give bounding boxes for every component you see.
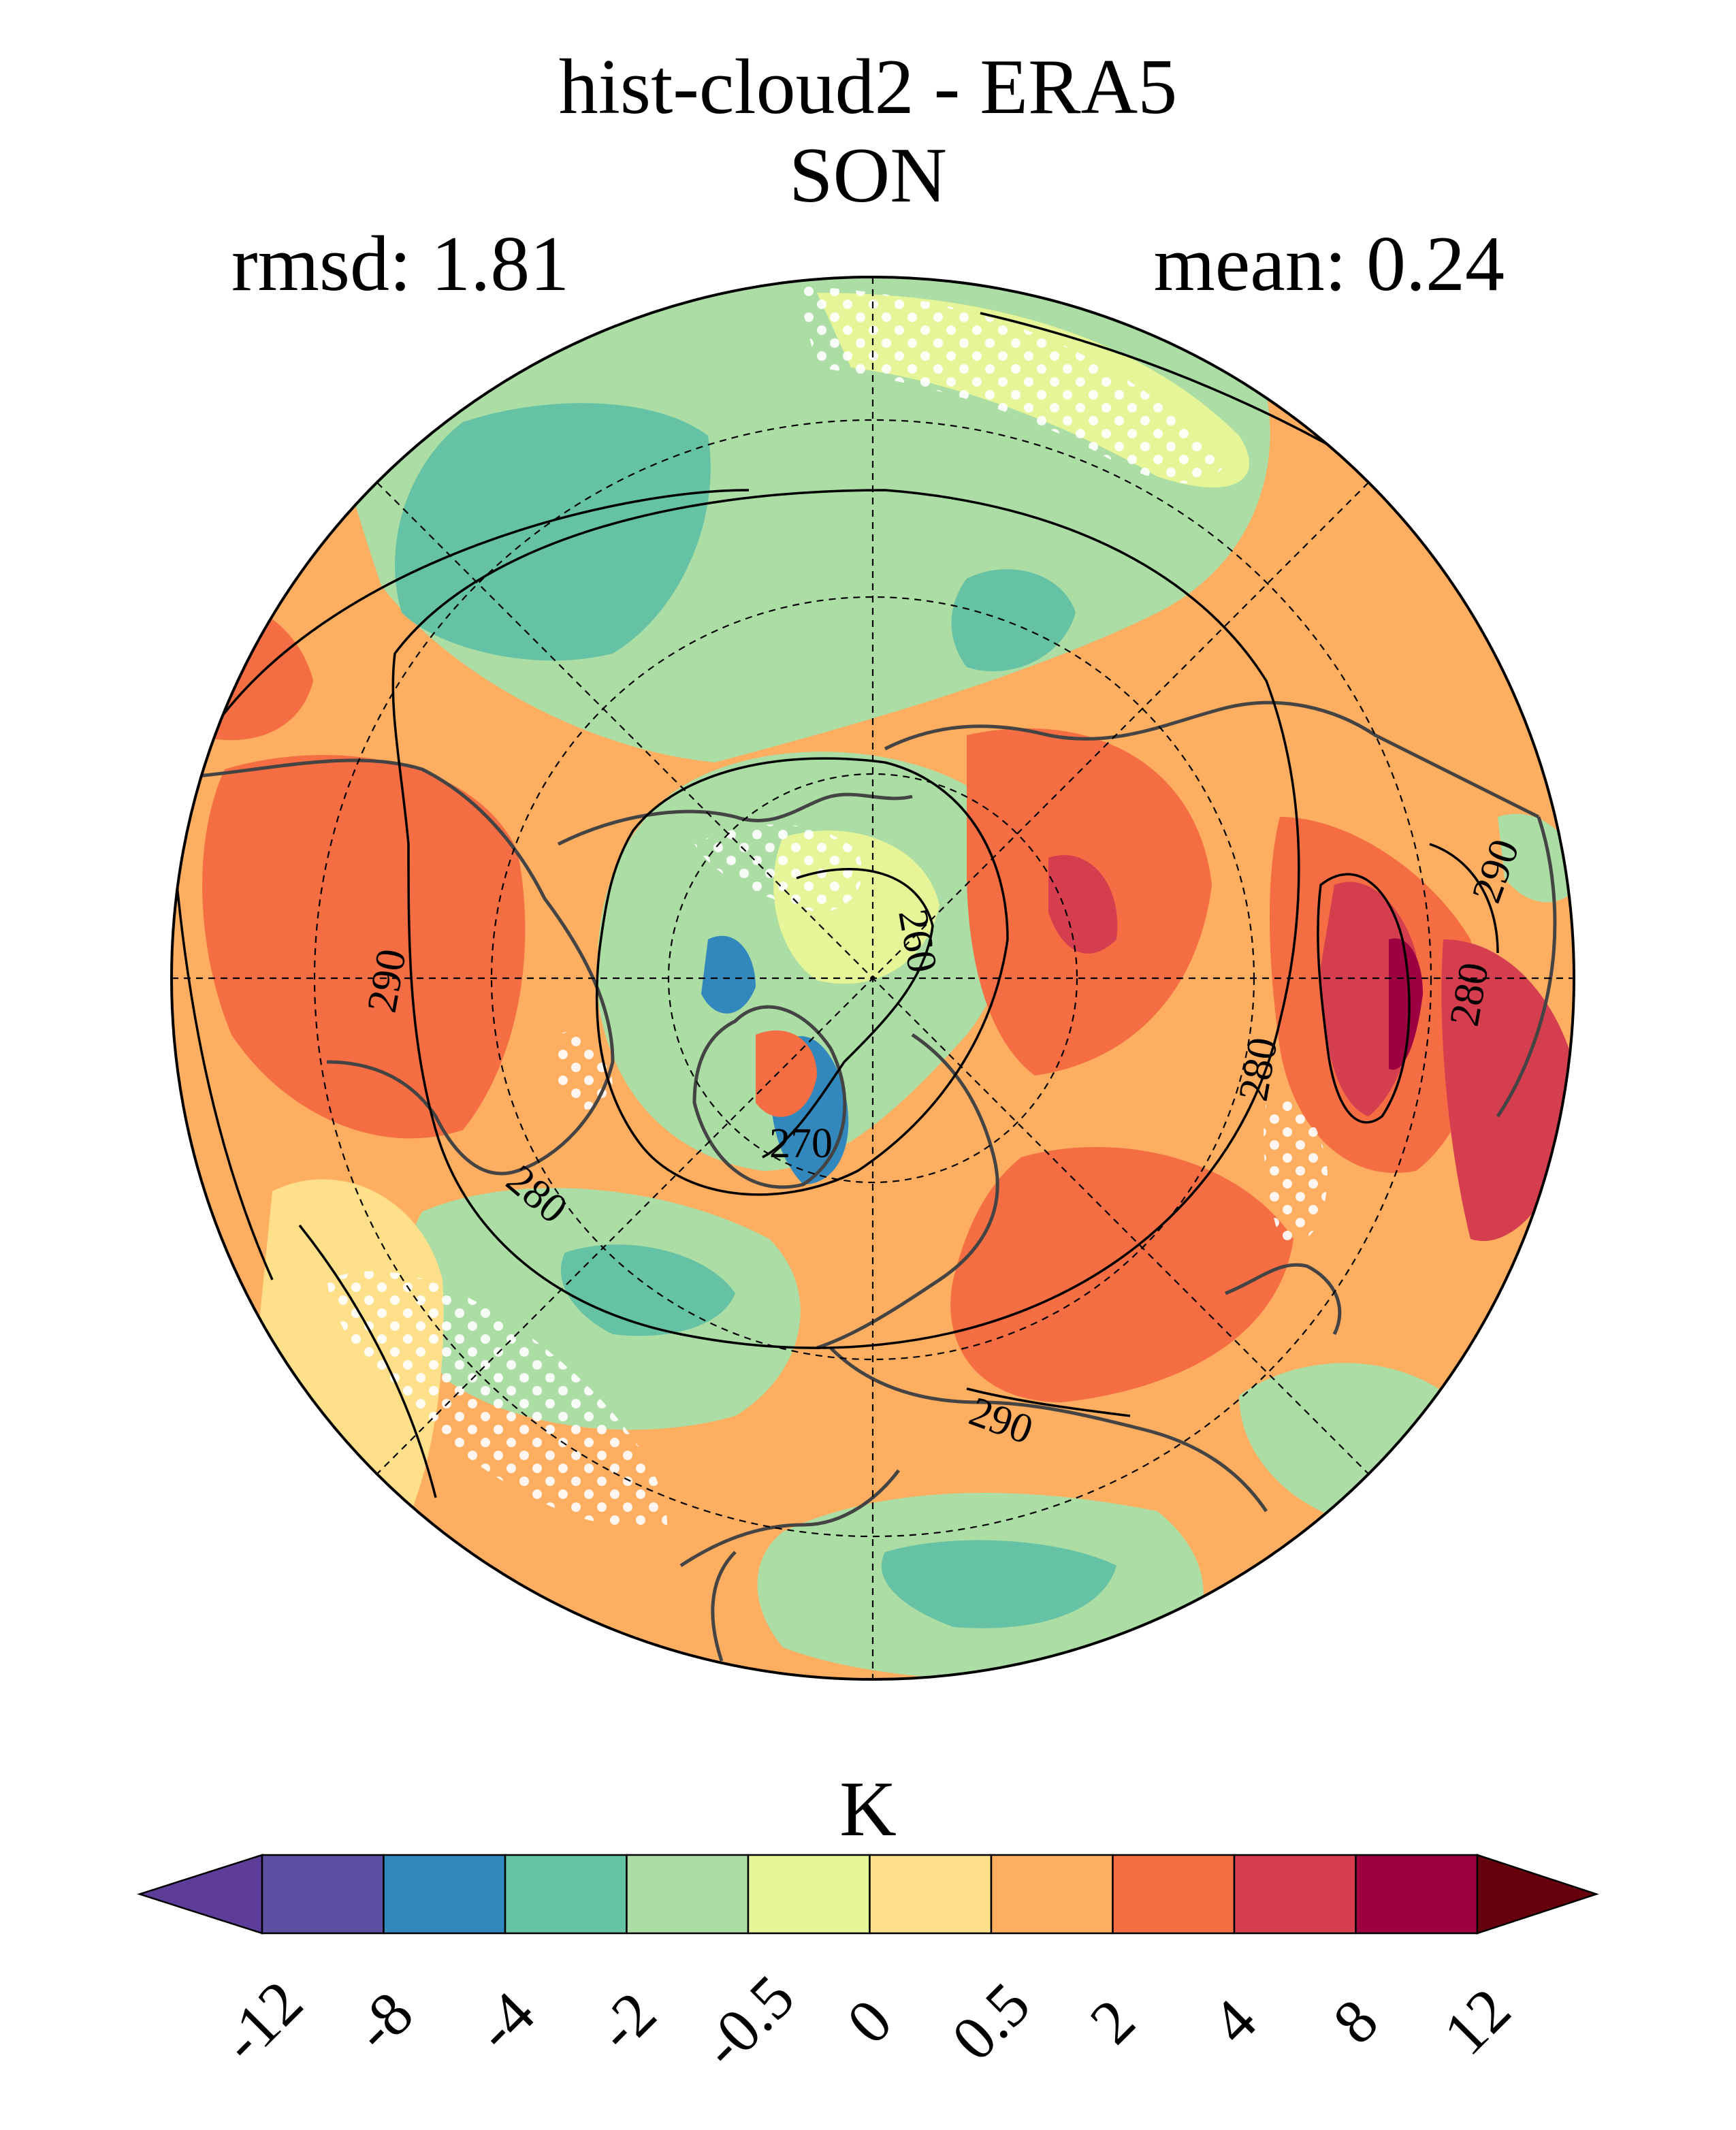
anomaly-region-china-hot <box>1441 939 1574 1242</box>
contour-label: 260 <box>889 906 946 976</box>
contour-290-europe <box>966 1387 1131 1417</box>
coastline-north-america <box>197 758 615 1176</box>
colorbar-bin <box>383 1854 507 1935</box>
coastline-europe <box>829 1346 1268 1513</box>
rmsd-stat: rmsd: 1.81 <box>231 221 570 308</box>
colorbar-bin <box>1355 1854 1479 1935</box>
coastline-caspian <box>1225 1263 1342 1336</box>
contour-label: 280 <box>1441 959 1498 1029</box>
coastline-iberia <box>679 1469 900 1568</box>
colorbar-bin <box>1233 1854 1357 1935</box>
colorbar-ticks: -12 -8 -4 -2 -0.5 0 0.5 2 4 8 12 <box>208 1962 1524 2081</box>
colorbar-tick-label: 8 <box>1319 1986 1391 2057</box>
anomaly-region-tibet-extreme <box>1389 938 1423 1070</box>
map-fill-layer: 260 270 280 290 280 280 290 290 <box>172 277 1574 1679</box>
map-border <box>170 276 1575 1681</box>
coastline-scandinavia <box>816 1033 999 1350</box>
stipple-region-pacific <box>797 286 1225 483</box>
colorbar-tick-label: 4 <box>1198 1986 1270 2057</box>
colorbar-bin <box>626 1854 750 1935</box>
colorbar-tick-label: 2 <box>1076 1986 1148 2057</box>
colorbar-bin <box>990 1854 1114 1935</box>
colorbar-tick-label: -12 <box>208 1967 316 2076</box>
colorbar-bin <box>1112 1854 1236 1935</box>
contour-west <box>176 884 274 1280</box>
colorbar-bin <box>504 1854 628 1935</box>
colorbar-tick-label: -2 <box>583 1978 669 2064</box>
coastline-east-asia <box>1496 816 1557 1118</box>
anomaly-region-africa-cold <box>881 1540 1116 1628</box>
latitude-circle <box>313 419 1432 1538</box>
contour-260 <box>762 868 934 1159</box>
contour-label: 290 <box>359 946 415 1016</box>
coastline-greenland <box>692 1005 847 1189</box>
contour-atlantic <box>298 1224 437 1498</box>
colorbar-tick-label: 0.5 <box>939 1969 1043 2073</box>
anomaly-region-north-america-warm <box>202 755 526 1139</box>
anomaly-region-bering <box>951 569 1076 672</box>
stipple-region-asia <box>1264 1099 1328 1243</box>
contour-label: 280 <box>1230 1034 1287 1104</box>
contour-290-north <box>216 489 750 723</box>
colorbar-bin <box>869 1854 993 1935</box>
meridian-line <box>376 482 1369 1474</box>
coastline-siberia <box>884 700 1540 819</box>
season-subtitle: SON <box>788 132 948 219</box>
stipple-region-greenland <box>558 1031 613 1110</box>
colorbar: -12 -8 -4 -2 -0.5 0 0.5 2 4 8 12 <box>136 1854 1600 2081</box>
stipple-region-arctic <box>694 824 863 912</box>
colorbar-tick-label: -4 <box>462 1978 547 2064</box>
contour-290-east <box>1429 843 1499 954</box>
graticule <box>172 277 1574 1679</box>
contour-tibet-ring <box>1317 873 1411 1124</box>
anomaly-region-greenland-warm <box>756 1030 817 1117</box>
contour-label: 270 <box>769 1120 833 1167</box>
colorbar-tick-label: 0 <box>833 1986 905 2057</box>
coastlines <box>197 700 1557 1662</box>
colorbar-tick-label: -8 <box>340 1978 426 2064</box>
colorbar-tick-label: -0.5 <box>688 1962 807 2081</box>
colorbar-extend-max <box>1476 1854 1600 1935</box>
anomaly-region-siberia-hot <box>1048 855 1118 954</box>
colorbar-tick-label: 12 <box>1430 1975 1524 2068</box>
colorbar-extend-min <box>136 1854 263 1935</box>
contour-280 <box>391 489 1300 1349</box>
stipple-region-atlantic <box>327 1271 667 1528</box>
coastline-arctic-canada <box>557 792 913 846</box>
anomaly-region-pacific-cold <box>395 403 711 661</box>
polar-map: 260 270 280 290 280 280 290 290 <box>170 276 1575 1681</box>
anomaly-region-archipelago-blue <box>701 935 756 1014</box>
mean-stat: mean: 0.24 <box>1153 221 1505 308</box>
colorbar-bins <box>136 1854 1600 1935</box>
anomaly-region-europe-warm <box>950 1147 1293 1402</box>
coastline-africa-west <box>711 1551 737 1662</box>
figure-title: hist-cloud2 - ERA5 <box>558 44 1178 131</box>
temperature-contours <box>176 312 1499 1498</box>
colorbar-bin <box>747 1854 871 1935</box>
contour-270 <box>595 757 1009 1196</box>
colorbar-bin <box>261 1854 385 1935</box>
colorbar-units: K <box>839 1766 897 1853</box>
